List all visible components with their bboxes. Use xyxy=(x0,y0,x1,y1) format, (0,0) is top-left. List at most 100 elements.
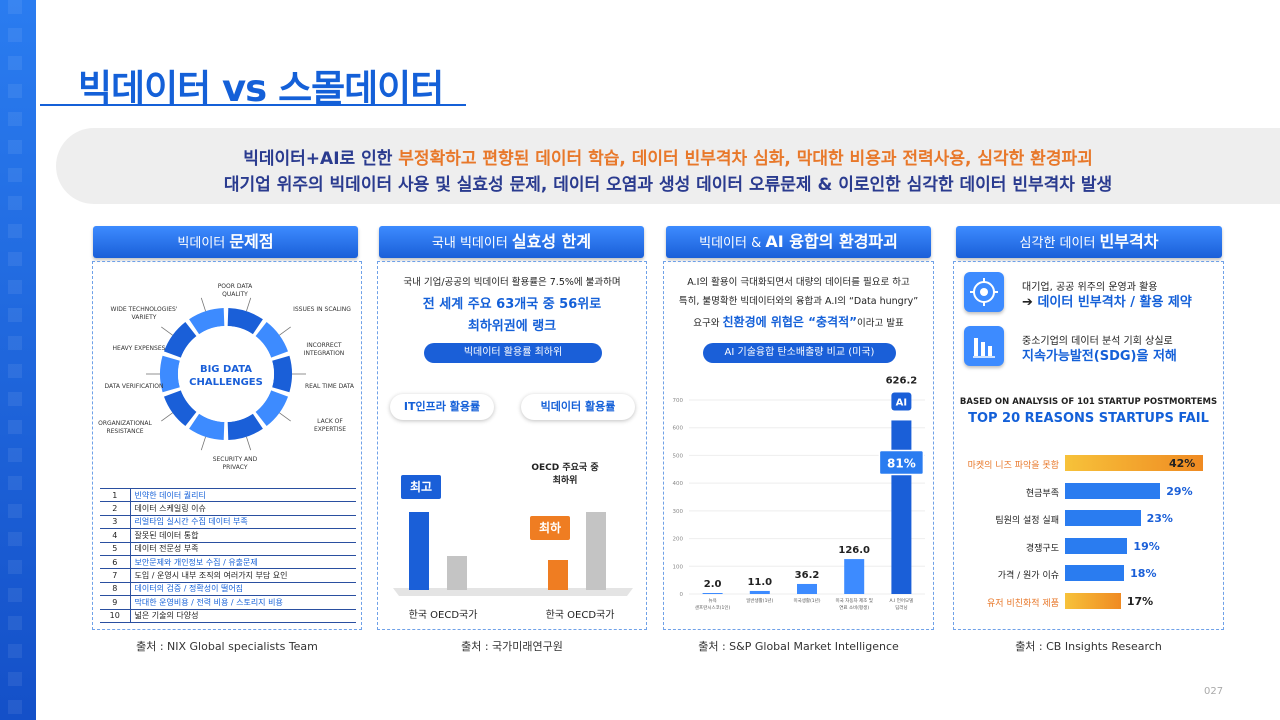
env-text-3: 요구와 친환경에 위협은 “충격적”이라고 발표 xyxy=(663,313,934,330)
fail-reason-value: 18% xyxy=(1130,567,1157,580)
carbon-value-label: 36.2 xyxy=(795,570,820,581)
row-text: 빈약한 데이터 퀄리티 xyxy=(130,487,356,502)
row-number: 10 xyxy=(100,608,131,623)
carbon-bar xyxy=(891,420,912,594)
table-row: 5 데이터 전문성 부족 xyxy=(100,541,356,556)
row-number: 8 xyxy=(100,581,131,596)
source-environment: 출처 : S&P Global Market Intelligence xyxy=(698,640,899,653)
ring-leader xyxy=(161,326,173,336)
row-text: 리얼타임 실시간 수집 데이터 부족 xyxy=(130,514,356,529)
env-text-2: 특히, 불명확한 빅데이터와의 융합과 A.I의 “Data hungry” xyxy=(678,296,919,307)
divide-item-1-emph: ➔ 데이터 빈부격차 / 활용 제약 xyxy=(1022,291,1192,310)
row-text: 데이터의 검증 / 정확성이 떨어짐 xyxy=(130,581,356,596)
panel-effectiveness xyxy=(377,261,647,630)
fail-reason-label: 현금부족 xyxy=(1025,488,1059,499)
fail-reason-bar xyxy=(1065,455,1203,471)
arrow-icon: ➔ xyxy=(1022,295,1033,310)
challenge-label: ORGANIZATIONAL RESISTANCE xyxy=(98,420,152,435)
banner-line-1: 빅데이터+AI로 인한 부정확하고 편향된 데이터 학습, 데이터 빈부격차 심… xyxy=(56,144,1280,169)
ring-center-1: BIG DATA xyxy=(200,364,252,375)
carbon-x-label: 딥러닝 xyxy=(895,604,907,611)
panel-header-problems: 빅데이터 문제점 xyxy=(93,226,358,258)
ring-segment xyxy=(160,355,180,393)
challenge-label: LACK OF EXPERTISE xyxy=(313,418,347,433)
challenge-label: WIDE TECHNOLOGIES' VARIETY xyxy=(110,306,178,321)
row-number: 9 xyxy=(100,595,131,610)
page-number: 027 xyxy=(1204,686,1224,697)
y-tick-label: 400 xyxy=(673,481,684,487)
fail-reason-value: 29% xyxy=(1166,484,1193,498)
fail-reason-value: 17% xyxy=(1126,594,1154,608)
carbon-value-label: 11.0 xyxy=(747,577,772,588)
ring-leader xyxy=(246,436,252,451)
carbon-x-label: 미국생활(1년) xyxy=(793,597,820,604)
table-row: 1 빈약한 데이터 퀄리티 xyxy=(100,487,356,502)
row-number: 6 xyxy=(100,554,131,569)
ring-center-2: CHALLENGES xyxy=(189,377,263,388)
panel-header-environment: 빅데이터 & AI 융합의 환경파괴 xyxy=(666,226,931,258)
row-number: 3 xyxy=(100,514,131,529)
panel3-head-a: 빅데이터 & xyxy=(699,236,766,251)
pct-badge xyxy=(878,449,925,476)
table-row: 8 데이터의 검증 / 정확성이 떨어짐 xyxy=(100,581,356,596)
panel1-head-a: 빅데이터 xyxy=(177,236,230,251)
carbon-pill: AI 기술융합 탄소배출량 비교 (미국) xyxy=(703,343,896,363)
panel-header-effectiveness: 국내 빅데이터 실효성 한계 xyxy=(379,226,644,258)
fail-reason-bar xyxy=(1065,510,1141,526)
banner-line-2: 대기업 위주의 빅데이터 사용 및 실효성 문제, 데이터 오염과 생성 데이터… xyxy=(223,175,1113,195)
source-effectiveness: 출처 : 국가미래연구원 xyxy=(461,640,563,653)
ring-segment xyxy=(189,308,225,335)
y-tick-label: 200 xyxy=(673,537,684,543)
fail-reason-bar xyxy=(1065,565,1125,581)
fail-reason-label: 가격 / 원가 이슈 xyxy=(997,571,1059,581)
divide-item-1-emph-text: 데이터 빈부격차 / 활용 제약 xyxy=(1037,295,1192,310)
row-text: 도입 / 운영시 내부 조직의 여러가지 부담 요인 xyxy=(130,568,356,583)
challenge-label: POOR DATA QUALITY xyxy=(217,283,253,298)
fail-reason-label: 팀원의 설정 실패 xyxy=(995,516,1059,526)
left-accent-bar xyxy=(0,0,36,720)
fail-reason-value: 19% xyxy=(1133,539,1160,553)
carbon-x-label: A.I 언어모델 xyxy=(890,597,914,604)
y-tick-label: 600 xyxy=(673,426,684,432)
panel2-head-b: 실효성 한계 xyxy=(511,232,592,251)
table-row: 4 잘못된 데이터 통합 xyxy=(100,528,356,543)
challenge-label: INCORRECT INTEGRATION xyxy=(303,342,345,357)
fail-reason-bar xyxy=(1065,592,1121,609)
divide-item-2-text: 중소기업의 데이터 분석 기회 상실로 xyxy=(1022,336,1173,347)
ring-segment xyxy=(255,390,289,427)
ring-segment xyxy=(255,321,289,358)
divide-item-1-text: 대기업, 공공 위주의 운영과 활용 xyxy=(1022,282,1158,293)
ring-segment xyxy=(227,413,263,440)
challenge-label: SECURITY AND PRIVACY xyxy=(212,456,258,471)
bigdata-usage-tag: 빅데이터 활용률 xyxy=(521,394,635,420)
effectiveness-text-1: 국내 기업/공공의 빅데이터 활용률은 7.5%에 불과하며 xyxy=(403,277,621,288)
ring-segment xyxy=(163,390,197,427)
row-number: 4 xyxy=(100,528,131,543)
title-underline xyxy=(40,104,466,106)
row-text: 막대한 운영비용 / 전력 비용 / 스토리지 비용 xyxy=(130,595,356,610)
korea-bigdata-bar xyxy=(548,560,568,590)
network-icon xyxy=(964,272,1004,312)
y-tick-label: 0 xyxy=(680,592,684,598)
oecd-bigdata-bar xyxy=(586,512,606,590)
panel-header-divide: 심각한 데이터 빈부격차 xyxy=(956,226,1222,258)
usage-bars xyxy=(393,512,633,596)
carbon-value-label: 126.0 xyxy=(838,545,870,556)
panel2-head-a: 국내 빅데이터 xyxy=(431,236,512,251)
panel-divide xyxy=(953,261,1224,630)
pct-badge-text: 81% xyxy=(887,456,916,470)
challenges-ring: BIG DATA CHALLENGES xyxy=(146,297,306,451)
row-number: 7 xyxy=(100,568,131,583)
worst-badge: 최하 xyxy=(530,516,570,540)
divide-item-2-emph: 지속가능발전(SDG)을 저해 xyxy=(1022,349,1177,364)
ring-segment xyxy=(163,321,197,358)
ai-chip-icon xyxy=(891,392,912,411)
problems-table: 1 빈약한 데이터 퀄리티 2 데이터 스케일링 이슈 3 리얼타임 실시간 수집 데이터… xyxy=(100,487,356,623)
source-problems: 출처 : NIX Global specialists Team xyxy=(136,640,318,653)
source-divide: 출처 : CB Insights Research xyxy=(1015,640,1162,653)
carbon-bar xyxy=(797,583,817,594)
carbon-value-label: 2.0 xyxy=(704,579,722,590)
fail-reason-label: 마켓의 니즈 파악을 못함 xyxy=(967,461,1059,471)
ai-badge-text: AI xyxy=(896,397,907,408)
